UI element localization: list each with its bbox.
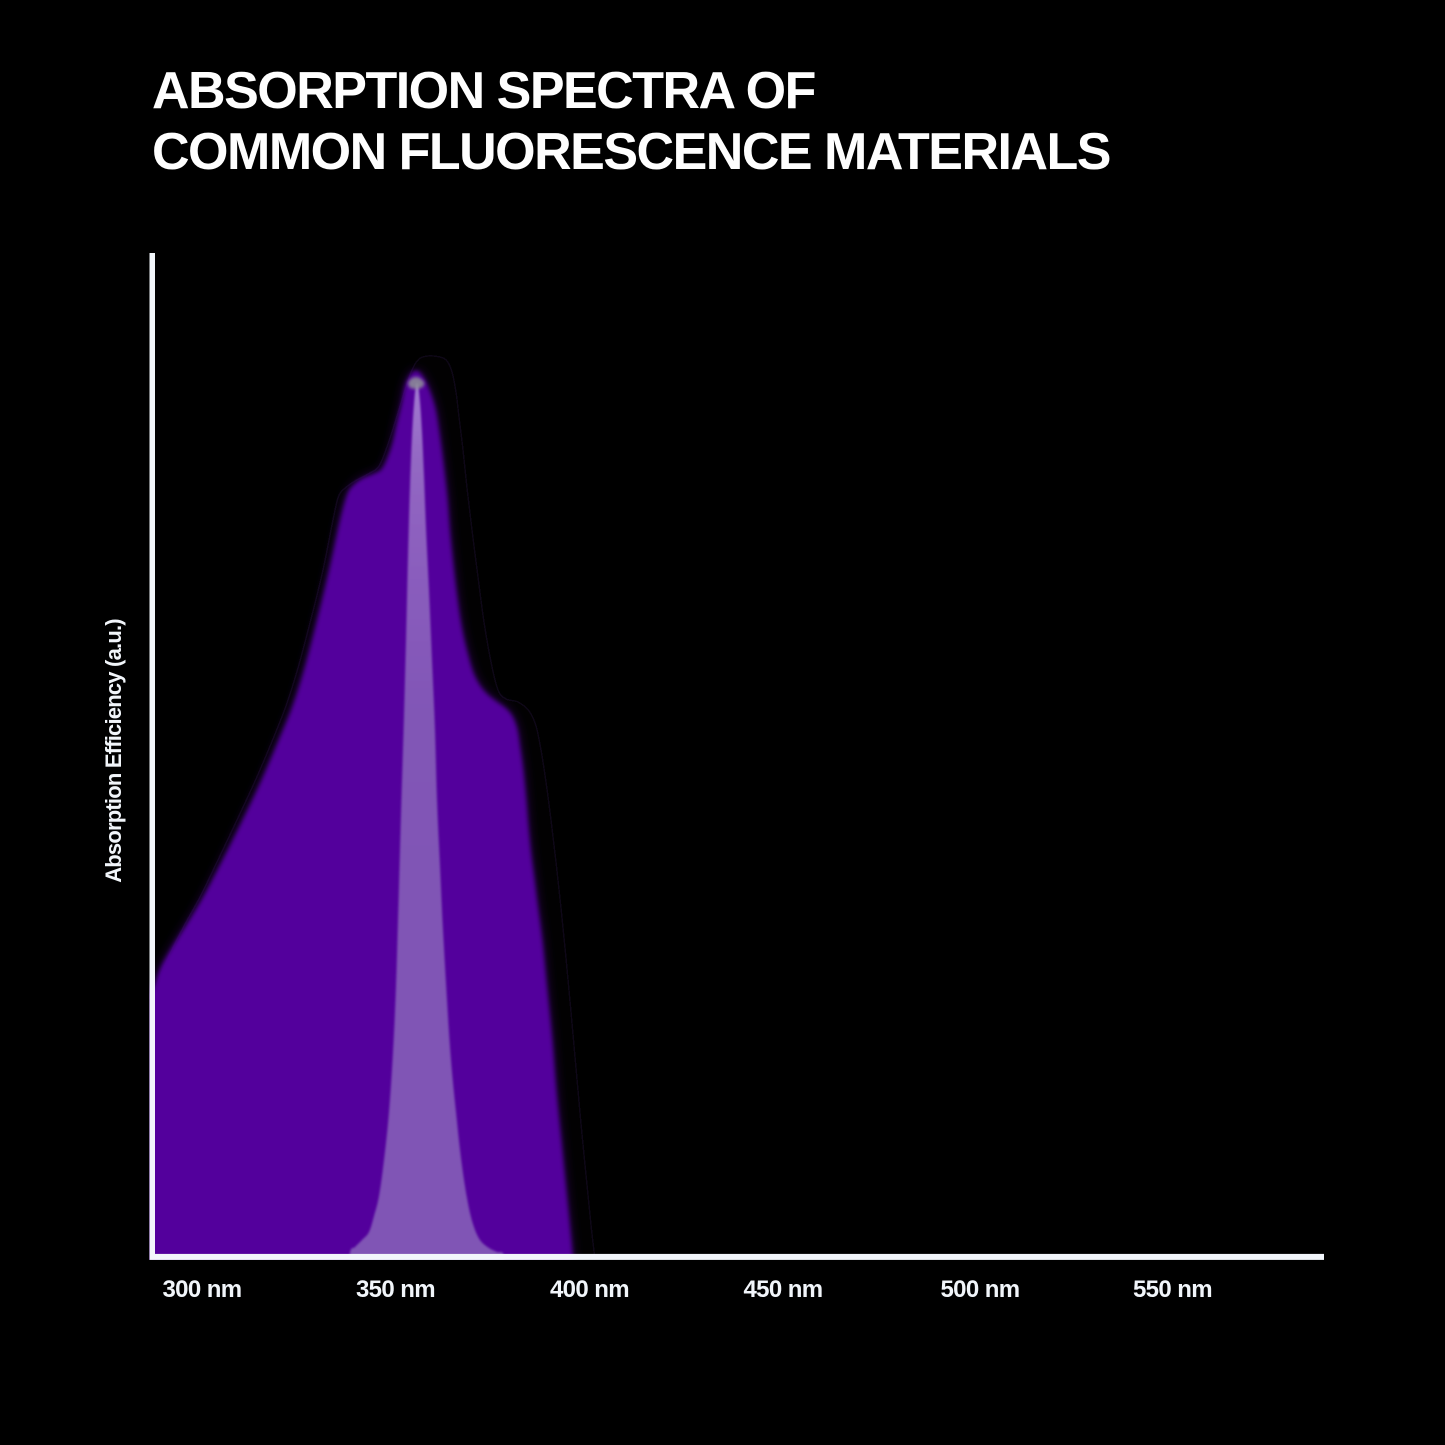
- svg-text:COMMON FLUORESCENCE MATERIALS: COMMON FLUORESCENCE MATERIALS: [152, 123, 1110, 181]
- svg-text:ABSORPTION SPECTRA OF: ABSORPTION SPECTRA OF: [152, 62, 815, 120]
- svg-text:300 nm: 300 nm: [162, 1276, 241, 1303]
- svg-text:450 nm: 450 nm: [743, 1276, 822, 1303]
- svg-text:350 nm: 350 nm: [356, 1276, 435, 1303]
- svg-text:Absorption Efficiency (a.u.): Absorption Efficiency (a.u.): [101, 619, 126, 883]
- svg-text:500 nm: 500 nm: [940, 1276, 1019, 1303]
- svg-text:550 nm: 550 nm: [1133, 1276, 1212, 1303]
- svg-text:400 nm: 400 nm: [550, 1276, 629, 1303]
